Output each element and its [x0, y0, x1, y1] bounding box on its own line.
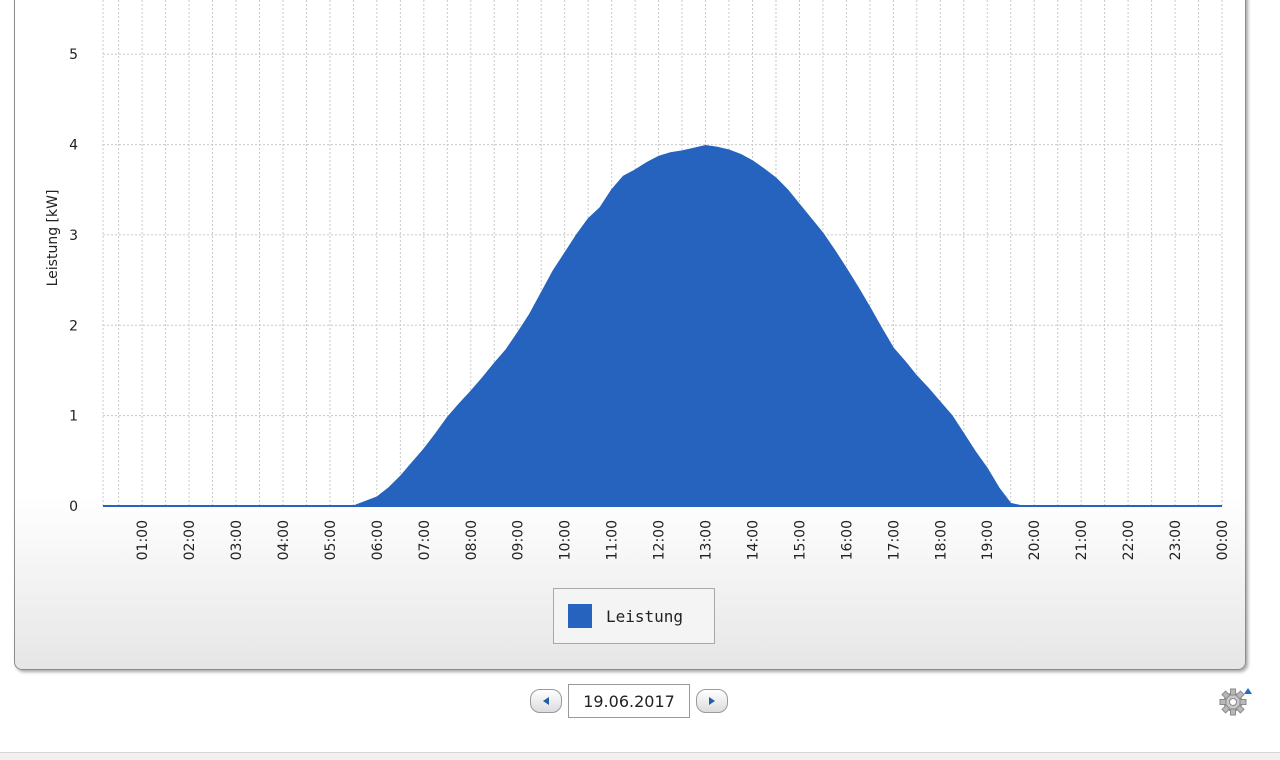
- area-series-leistung: [103, 144, 1222, 507]
- x-tick-label: 22:00: [1121, 520, 1137, 560]
- triangle-left-icon: [543, 697, 549, 705]
- x-tick-label: 15:00: [792, 520, 808, 560]
- date-navigation: 19.06.2017: [530, 684, 728, 718]
- y-axis-title: Leistung [kW]: [45, 190, 61, 287]
- x-tick-label: 21:00: [1074, 520, 1090, 560]
- x-tick-label: 06:00: [370, 520, 386, 560]
- x-tick-label: 20:00: [1027, 520, 1043, 560]
- x-tick-label: 09:00: [511, 520, 527, 560]
- x-tick-label: 05:00: [323, 520, 339, 560]
- power-chart: 0 1 2 3 4 5 01:00 02:00 03:00 04:00 05:00 06:00 07:0…: [45, 0, 1231, 560]
- x-tick-label: 13:00: [699, 520, 715, 560]
- x-tick-label: 02:00: [182, 520, 198, 560]
- y-tick-label: 0: [69, 499, 78, 515]
- legend-swatch: [568, 604, 592, 628]
- triangle-right-icon: [709, 697, 715, 705]
- x-tick-label: 14:00: [746, 520, 762, 560]
- chart-legend: Leistung: [553, 588, 715, 644]
- chart-axes: 0 1 2 3 4 5 01:00 02:00 03:00 04:00 05:00 06:00 07:0…: [69, 47, 1231, 560]
- x-tick-label: 00:00: [1215, 520, 1231, 560]
- y-tick-label: 4: [69, 138, 78, 154]
- date-input[interactable]: 19.06.2017: [568, 684, 690, 718]
- x-tick-label: 12:00: [652, 520, 668, 560]
- x-tick-label: 23:00: [1168, 520, 1184, 560]
- y-tick-label: 3: [69, 228, 78, 244]
- x-tick-label: 18:00: [933, 520, 949, 560]
- legend-label: Leistung: [606, 606, 684, 626]
- x-tick-label: 17:00: [886, 520, 902, 560]
- previous-day-button[interactable]: [530, 689, 562, 713]
- status-strip: [0, 752, 1280, 760]
- next-day-button[interactable]: [696, 689, 728, 713]
- x-tick-label: 11:00: [605, 520, 621, 560]
- y-tick-label: 5: [69, 47, 78, 63]
- y-tick-label: 2: [69, 318, 78, 334]
- x-tick-label: 10:00: [558, 520, 574, 560]
- chart-area: [103, 144, 1222, 507]
- x-tick-label: 07:00: [417, 520, 433, 560]
- x-tick-label: 01:00: [135, 520, 151, 560]
- x-tick-label: 03:00: [229, 520, 245, 560]
- gear-icon[interactable]: [1218, 684, 1254, 718]
- x-tick-label: 08:00: [464, 520, 480, 560]
- x-tick-label: 16:00: [839, 520, 855, 560]
- x-tick-label: 19:00: [980, 520, 996, 560]
- x-tick-label: 04:00: [276, 520, 292, 560]
- y-tick-label: 1: [69, 409, 78, 425]
